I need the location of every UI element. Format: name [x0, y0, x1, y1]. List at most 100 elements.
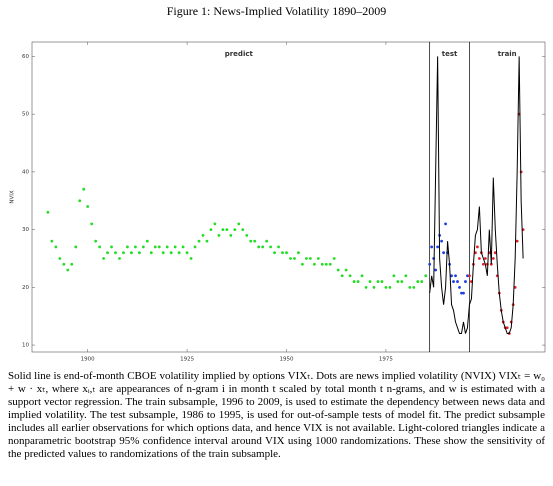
data-point — [384, 285, 388, 289]
data-point — [332, 257, 336, 260]
data-point — [50, 239, 54, 243]
data-point — [352, 280, 356, 283]
data-point — [114, 251, 117, 255]
data-point — [404, 274, 408, 278]
data-point — [505, 326, 509, 330]
data-point — [253, 239, 257, 243]
series-label: train — [498, 50, 517, 58]
data-point — [237, 222, 241, 226]
x-tick-label: 1950 — [280, 357, 294, 363]
data-point — [289, 257, 292, 260]
data-point — [493, 251, 497, 255]
data-point — [122, 251, 125, 255]
data-point — [110, 245, 113, 249]
data-point — [450, 274, 453, 278]
y-tick-label: 50 — [22, 112, 29, 118]
figure-title: Figure 1: News-Implied Volatility 1890–2… — [166, 4, 387, 18]
y-tick-label: 60 — [22, 54, 29, 60]
data-point — [209, 228, 213, 232]
data-point — [205, 239, 209, 243]
data-point — [241, 228, 245, 232]
y-tick-label: 20 — [22, 285, 29, 291]
x-tick-label: 1925 — [180, 357, 194, 363]
data-point — [62, 262, 66, 266]
data-point — [153, 245, 157, 249]
series-label: predict — [225, 50, 254, 58]
y-axis-label: NVIX — [10, 190, 16, 203]
data-point — [225, 228, 229, 232]
data-point — [221, 228, 225, 232]
data-point — [98, 245, 102, 249]
y-tick-label: 40 — [22, 169, 29, 175]
data-point — [344, 268, 348, 272]
data-point — [130, 251, 133, 255]
data-point — [173, 245, 177, 249]
x-tick-label: 1900 — [81, 357, 95, 363]
data-point — [149, 251, 153, 255]
data-point — [408, 285, 412, 289]
data-point — [281, 251, 284, 255]
data-point — [464, 280, 467, 283]
data-point — [161, 251, 165, 255]
data-point — [515, 239, 519, 243]
data-point — [285, 251, 288, 255]
data-point — [193, 245, 197, 249]
data-point — [364, 285, 368, 289]
data-point — [444, 222, 447, 226]
data-point — [380, 280, 384, 283]
data-point — [368, 280, 372, 283]
data-point — [229, 233, 233, 237]
x-tick-label: 1975 — [379, 357, 393, 363]
data-point — [213, 222, 217, 226]
data-point — [177, 251, 181, 255]
data-point — [273, 251, 276, 255]
data-point — [189, 257, 193, 260]
data-point — [257, 245, 261, 249]
data-point — [312, 262, 316, 266]
data-point — [360, 274, 364, 278]
data-point — [340, 274, 344, 278]
data-point — [197, 239, 201, 243]
data-point — [468, 274, 471, 278]
data-point — [265, 239, 269, 243]
data-point — [400, 280, 404, 283]
data-point — [348, 274, 352, 278]
data-point — [454, 274, 457, 278]
data-point — [475, 245, 479, 249]
data-point — [356, 280, 360, 283]
data-point — [46, 210, 50, 214]
data-point — [304, 257, 308, 260]
data-point — [245, 233, 249, 237]
data-point — [269, 245, 273, 249]
data-point — [388, 285, 392, 289]
data-point — [491, 257, 495, 260]
data-point — [308, 257, 312, 260]
data-point — [420, 280, 424, 283]
data-point — [78, 199, 82, 203]
data-point — [233, 228, 237, 232]
data-point — [277, 245, 280, 249]
data-point — [424, 274, 428, 278]
data-point — [456, 280, 459, 283]
data-point — [434, 268, 438, 272]
data-point — [428, 262, 432, 266]
data-point — [74, 245, 78, 249]
data-point — [133, 245, 137, 249]
series-label: test — [442, 50, 458, 58]
data-point — [301, 262, 304, 266]
data-point — [416, 280, 420, 283]
data-point — [261, 245, 265, 249]
data-point — [126, 245, 129, 249]
data-point — [320, 262, 324, 266]
data-point — [442, 251, 445, 255]
data-point — [185, 251, 189, 255]
data-point — [217, 233, 221, 237]
y-tick-label: 10 — [22, 343, 29, 349]
data-point — [458, 285, 461, 289]
data-point — [297, 251, 300, 255]
data-point — [483, 257, 487, 260]
data-point — [328, 262, 332, 266]
data-point — [90, 222, 94, 226]
data-point — [462, 291, 465, 295]
